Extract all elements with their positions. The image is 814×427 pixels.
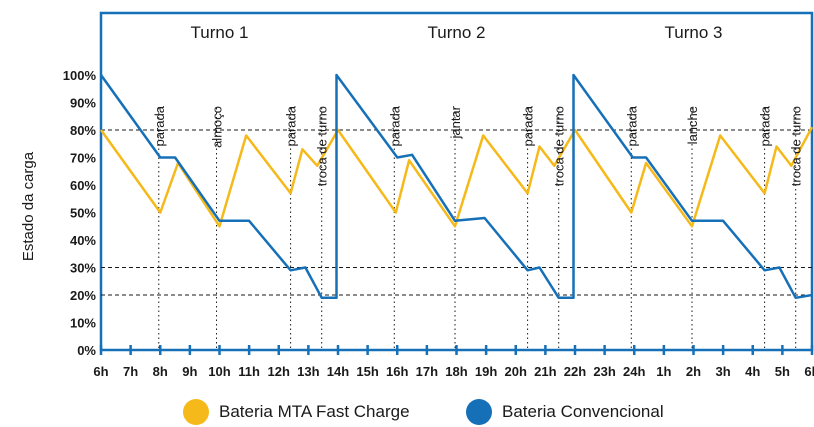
x-tick-label: 22h (564, 364, 586, 379)
y-tick-label: 70% (70, 151, 96, 166)
event-label: parada (521, 105, 536, 146)
y-tick-label: 90% (70, 96, 96, 111)
legend-item-convencional: Bateria Convencional (466, 399, 664, 425)
x-tick-label: 23h (593, 364, 615, 379)
x-tick-label: 13h (297, 364, 319, 379)
y-tick-label: 30% (70, 261, 96, 276)
y-tick-label: 40% (70, 233, 96, 248)
x-tick-label: 14h (327, 364, 349, 379)
x-tick-label: 24h (623, 364, 645, 379)
x-tick-label: 18h (445, 364, 467, 379)
series-line-convencional (99, 73, 813, 300)
x-tick-label: 7h (123, 364, 138, 379)
y-tick-label: 50% (70, 206, 96, 221)
x-tick-label: 8h (153, 364, 168, 379)
x-tick-label: 11h (238, 364, 260, 379)
event-label: parada (152, 105, 167, 146)
y-tick-label: 10% (70, 316, 96, 331)
x-tick-label: 4h (745, 364, 760, 379)
x-tick-label: 16h (386, 364, 408, 379)
event-label: almoço (210, 106, 225, 148)
y-axis-label: Estado da carga (20, 151, 37, 261)
x-tick-label: 19h (475, 364, 497, 379)
event-label: parada (284, 105, 299, 146)
legend-label-mta: Bateria MTA Fast Charge (219, 402, 410, 421)
series-line-mta (99, 126, 814, 228)
series-lines (99, 73, 814, 300)
event-label: parada (624, 105, 639, 146)
y-tick-label: 0% (77, 343, 96, 358)
x-tick-label: 3h (716, 364, 731, 379)
axes: 6h 7h 8h 9h 10h 11h 12h 13h 14h 15h 16h 17h 18h 19h 20… (20, 11, 814, 379)
legend-swatch-mta (183, 399, 209, 425)
y-tick-label: 100% (63, 68, 97, 83)
x-tick-label: 12h (268, 364, 290, 379)
y-tick-label: 20% (70, 288, 96, 303)
chart-svg: 6h 7h 8h 9h 10h 11h 12h 13h 14h 15h 16h 17h 18h 19h 20… (20, 11, 814, 379)
legend: Bateria MTA Fast Charge Bateria Convenci… (0, 398, 814, 426)
shift-label: Turno 3 (665, 23, 723, 42)
event-label: parada (387, 105, 402, 146)
x-tick-label: 15h (356, 364, 378, 379)
event-label: troca de turno (315, 106, 330, 186)
x-tick-label: 20h (505, 364, 527, 379)
y-tick-label: 60% (70, 178, 96, 193)
reference-lines (101, 129, 812, 296)
event-label: jantar (448, 105, 463, 139)
x-tick-label: 1h (656, 364, 671, 379)
x-tick-label: 6h (804, 364, 814, 379)
shift-label: Turno 1 (191, 23, 249, 42)
legend-item-mta: Bateria MTA Fast Charge (183, 399, 410, 425)
x-tick-label: 10h (208, 364, 230, 379)
x-tick-label: 21h (534, 364, 556, 379)
x-tick-label: 2h (686, 364, 701, 379)
labels: parada almoço parada troca de turno parada ja… (152, 23, 804, 186)
legend-swatch-convencional (466, 399, 492, 425)
x-tick-label: 9h (182, 364, 197, 379)
legend-label-convencional: Bateria Convencional (502, 402, 664, 421)
event-label: troca de turno (789, 106, 804, 186)
event-label: parada (758, 105, 773, 146)
x-tick-label: 17h (416, 364, 438, 379)
x-tick-label: 6h (93, 364, 108, 379)
event-label: lanche (685, 106, 700, 144)
event-label: troca de turno (552, 106, 567, 186)
x-tick-label: 5h (775, 364, 790, 379)
y-tick-label: 80% (70, 123, 96, 138)
shift-label: Turno 2 (428, 23, 486, 42)
